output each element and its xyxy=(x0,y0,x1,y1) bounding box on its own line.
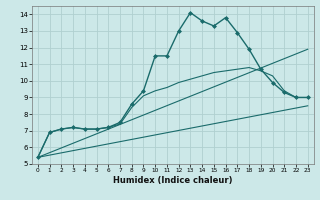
X-axis label: Humidex (Indice chaleur): Humidex (Indice chaleur) xyxy=(113,176,233,185)
